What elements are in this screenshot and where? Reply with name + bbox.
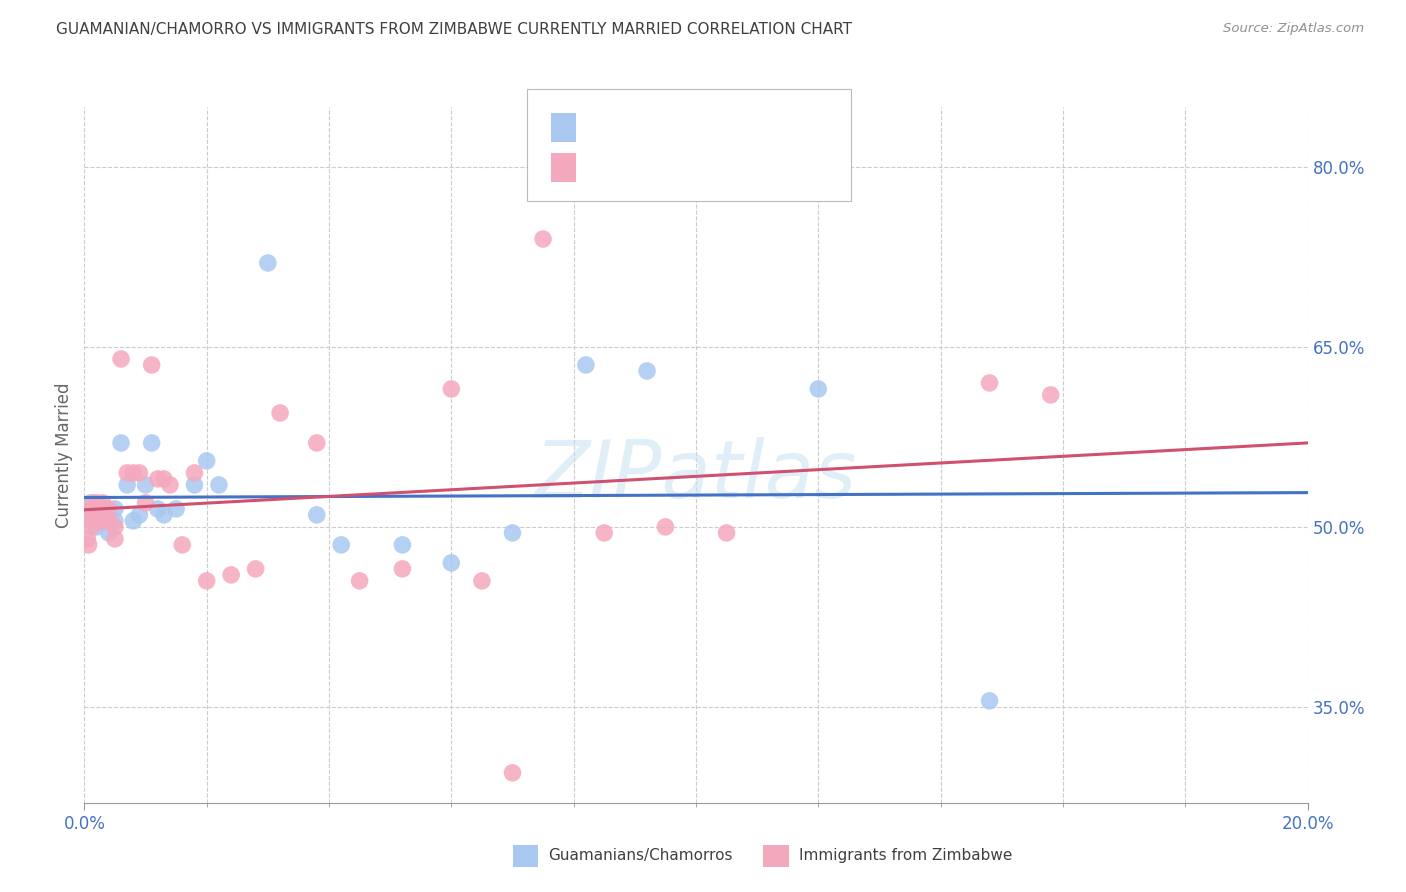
Point	[183, 466, 205, 480]
Point	[305, 436, 328, 450]
Point	[91, 508, 114, 522]
Point	[110, 436, 132, 450]
Point	[79, 502, 101, 516]
Text: Source: ZipAtlas.com: Source: ZipAtlas.com	[1223, 22, 1364, 36]
Point	[330, 538, 353, 552]
Point	[77, 502, 100, 516]
Point	[440, 382, 463, 396]
Point	[1039, 388, 1062, 402]
Text: Immigrants from Zimbabwe: Immigrants from Zimbabwe	[799, 848, 1012, 863]
Point	[183, 478, 205, 492]
Point	[97, 502, 120, 516]
Text: Guamanians/Chamorros: Guamanians/Chamorros	[548, 848, 733, 863]
Point	[79, 514, 101, 528]
Point	[135, 478, 157, 492]
Point	[391, 538, 413, 552]
Text: N =: N =	[682, 159, 718, 177]
Point	[219, 567, 242, 582]
Point	[97, 525, 120, 540]
Point	[471, 574, 494, 588]
Point	[80, 520, 103, 534]
Text: 44: 44	[716, 159, 740, 177]
Point	[104, 520, 127, 534]
Point	[86, 520, 108, 534]
Point	[153, 472, 176, 486]
Point	[83, 514, 105, 528]
Point	[76, 532, 98, 546]
Point	[305, 508, 328, 522]
Text: R =: R =	[588, 119, 624, 136]
Text: 37: 37	[716, 119, 740, 136]
Point	[83, 496, 105, 510]
Point	[195, 574, 218, 588]
Point	[153, 508, 176, 522]
Point	[146, 472, 169, 486]
Point	[979, 694, 1001, 708]
Point	[91, 502, 114, 516]
Point	[122, 514, 145, 528]
Point	[91, 508, 114, 522]
Point	[391, 562, 413, 576]
Point	[654, 520, 676, 534]
Point	[86, 496, 108, 510]
Point	[91, 496, 114, 510]
Point	[97, 514, 120, 528]
Point	[531, 232, 554, 246]
Point	[80, 508, 103, 522]
Point	[104, 502, 127, 516]
Point	[104, 532, 127, 546]
Point	[77, 538, 100, 552]
Point	[91, 514, 114, 528]
Point	[89, 502, 111, 516]
Text: GUAMANIAN/CHAMORRO VS IMMIGRANTS FROM ZIMBABWE CURRENTLY MARRIED CORRELATION CHA: GUAMANIAN/CHAMORRO VS IMMIGRANTS FROM ZI…	[56, 22, 852, 37]
Point	[135, 496, 157, 510]
Point	[502, 525, 524, 540]
Point	[110, 351, 132, 366]
Point	[91, 502, 114, 516]
Point	[440, 556, 463, 570]
Point	[159, 478, 181, 492]
Point	[79, 496, 101, 510]
Text: ZIPatlas: ZIPatlas	[534, 437, 858, 515]
Y-axis label: Currently Married: Currently Married	[55, 382, 73, 528]
Point	[257, 256, 280, 270]
Point	[636, 364, 658, 378]
Point	[128, 466, 150, 480]
Point	[208, 478, 231, 492]
Point	[91, 514, 114, 528]
Point	[245, 562, 267, 576]
Point	[97, 514, 120, 528]
Point	[86, 514, 108, 528]
Point	[716, 525, 738, 540]
Text: 0.182: 0.182	[621, 159, 669, 177]
Point	[269, 406, 291, 420]
Point	[128, 508, 150, 522]
Point	[575, 358, 598, 372]
Text: N =: N =	[682, 119, 718, 136]
Point	[115, 478, 138, 492]
Text: 0.105: 0.105	[621, 119, 669, 136]
Point	[593, 525, 616, 540]
Point	[807, 382, 830, 396]
Point	[172, 538, 194, 552]
Point	[146, 502, 169, 516]
Point	[195, 454, 218, 468]
Point	[86, 502, 108, 516]
Point	[502, 765, 524, 780]
Point	[979, 376, 1001, 390]
Point	[86, 514, 108, 528]
Point	[141, 436, 163, 450]
Point	[104, 514, 127, 528]
Point	[115, 466, 138, 480]
Point	[349, 574, 371, 588]
Point	[165, 502, 187, 516]
Point	[122, 466, 145, 480]
Point	[141, 358, 163, 372]
Point	[83, 502, 105, 516]
Text: R =: R =	[588, 159, 624, 177]
